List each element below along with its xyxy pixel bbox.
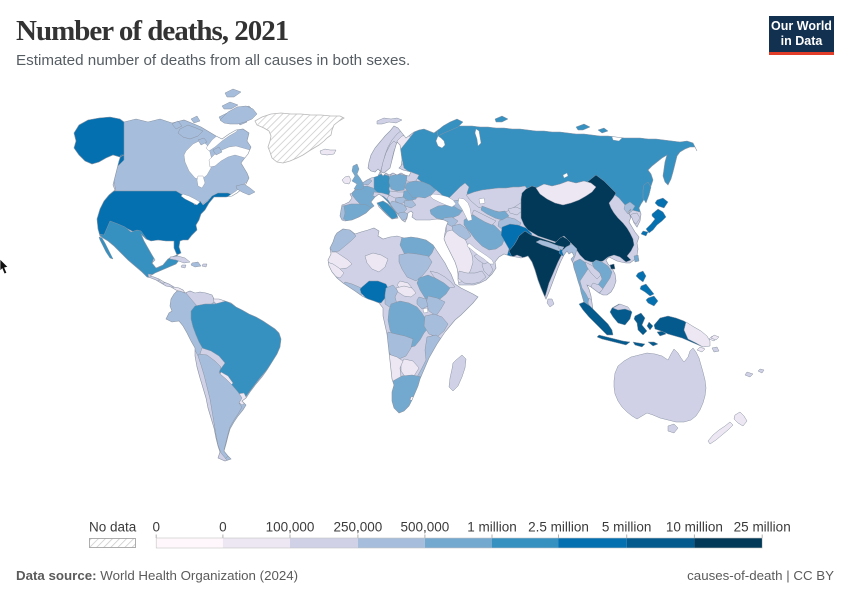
- svg-text:1 million: 1 million: [467, 520, 517, 535]
- svg-text:0: 0: [152, 520, 160, 535]
- svg-text:250,000: 250,000: [333, 520, 382, 535]
- svg-text:500,000: 500,000: [400, 520, 449, 535]
- svg-text:5 million: 5 million: [602, 520, 652, 535]
- svg-text:0: 0: [219, 520, 227, 535]
- svg-text:10 million: 10 million: [666, 520, 723, 535]
- svg-text:2.5 million: 2.5 million: [528, 520, 589, 535]
- svg-text:No data: No data: [89, 520, 137, 535]
- svg-text:100,000: 100,000: [266, 520, 315, 535]
- svg-text:25 million: 25 million: [734, 520, 791, 535]
